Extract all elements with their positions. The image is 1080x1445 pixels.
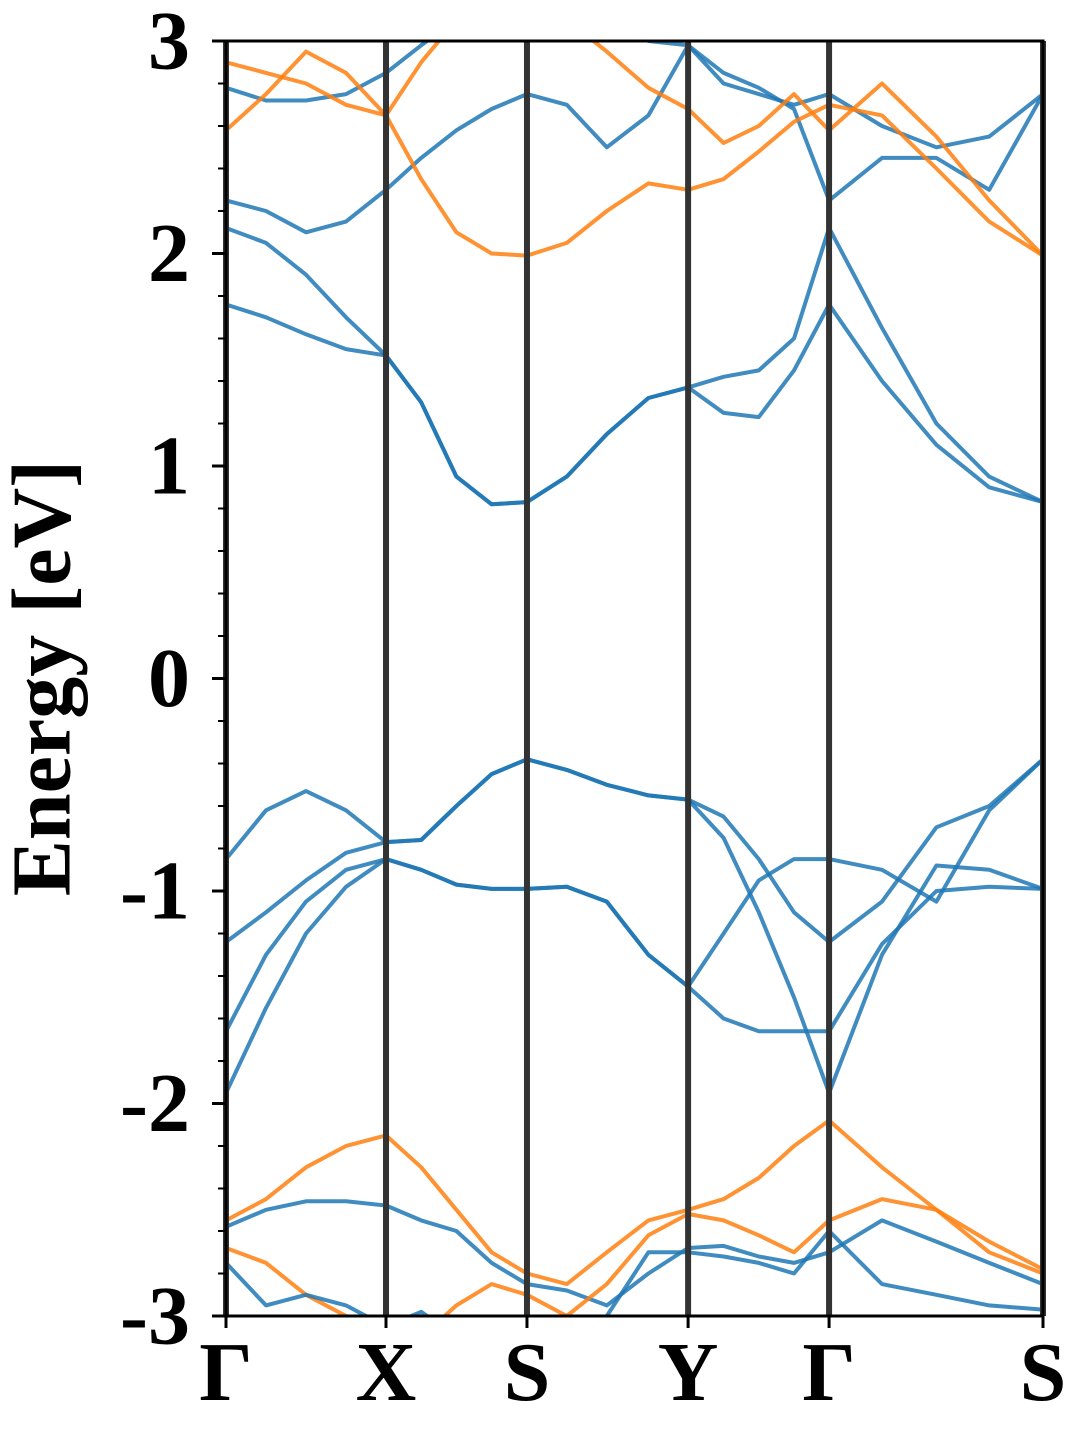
- y-tick-label: -3: [120, 1270, 190, 1363]
- band-line: [226, 757, 1043, 1094]
- band-line: [226, 757, 1043, 944]
- band-line: [226, 302, 1043, 507]
- x-tick-label: Γ: [199, 1326, 252, 1419]
- band-line: [226, 1197, 1043, 1316]
- x-tick-label: X: [356, 1326, 417, 1419]
- y-tick-label: 1: [148, 420, 190, 513]
- y-tick-label: -2: [120, 1057, 190, 1150]
- y-tick-label: 2: [148, 207, 190, 300]
- band-line: [226, 1229, 1043, 1316]
- x-tick-label: S: [1020, 1326, 1067, 1419]
- band-line: [226, 1199, 1043, 1308]
- x-tick-label: Y: [658, 1326, 719, 1419]
- plot-frame: [224, 39, 1045, 1318]
- band-line: [226, 41, 1043, 257]
- x-tick-label: S: [504, 1326, 551, 1419]
- y-tick-label: 3: [148, 0, 190, 88]
- band-line: [226, 43, 1043, 235]
- band-line: [226, 1118, 1043, 1287]
- y-axis-label: Energy [eV]: [0, 460, 88, 896]
- band-line: [226, 60, 1043, 258]
- bands: [226, 41, 1043, 1316]
- y-tick-label: -1: [120, 845, 190, 938]
- x-tick-label: Γ: [802, 1326, 855, 1419]
- y-tick-label: 0: [148, 632, 190, 725]
- band-line: [226, 757, 1043, 1095]
- band-line: [226, 226, 1043, 507]
